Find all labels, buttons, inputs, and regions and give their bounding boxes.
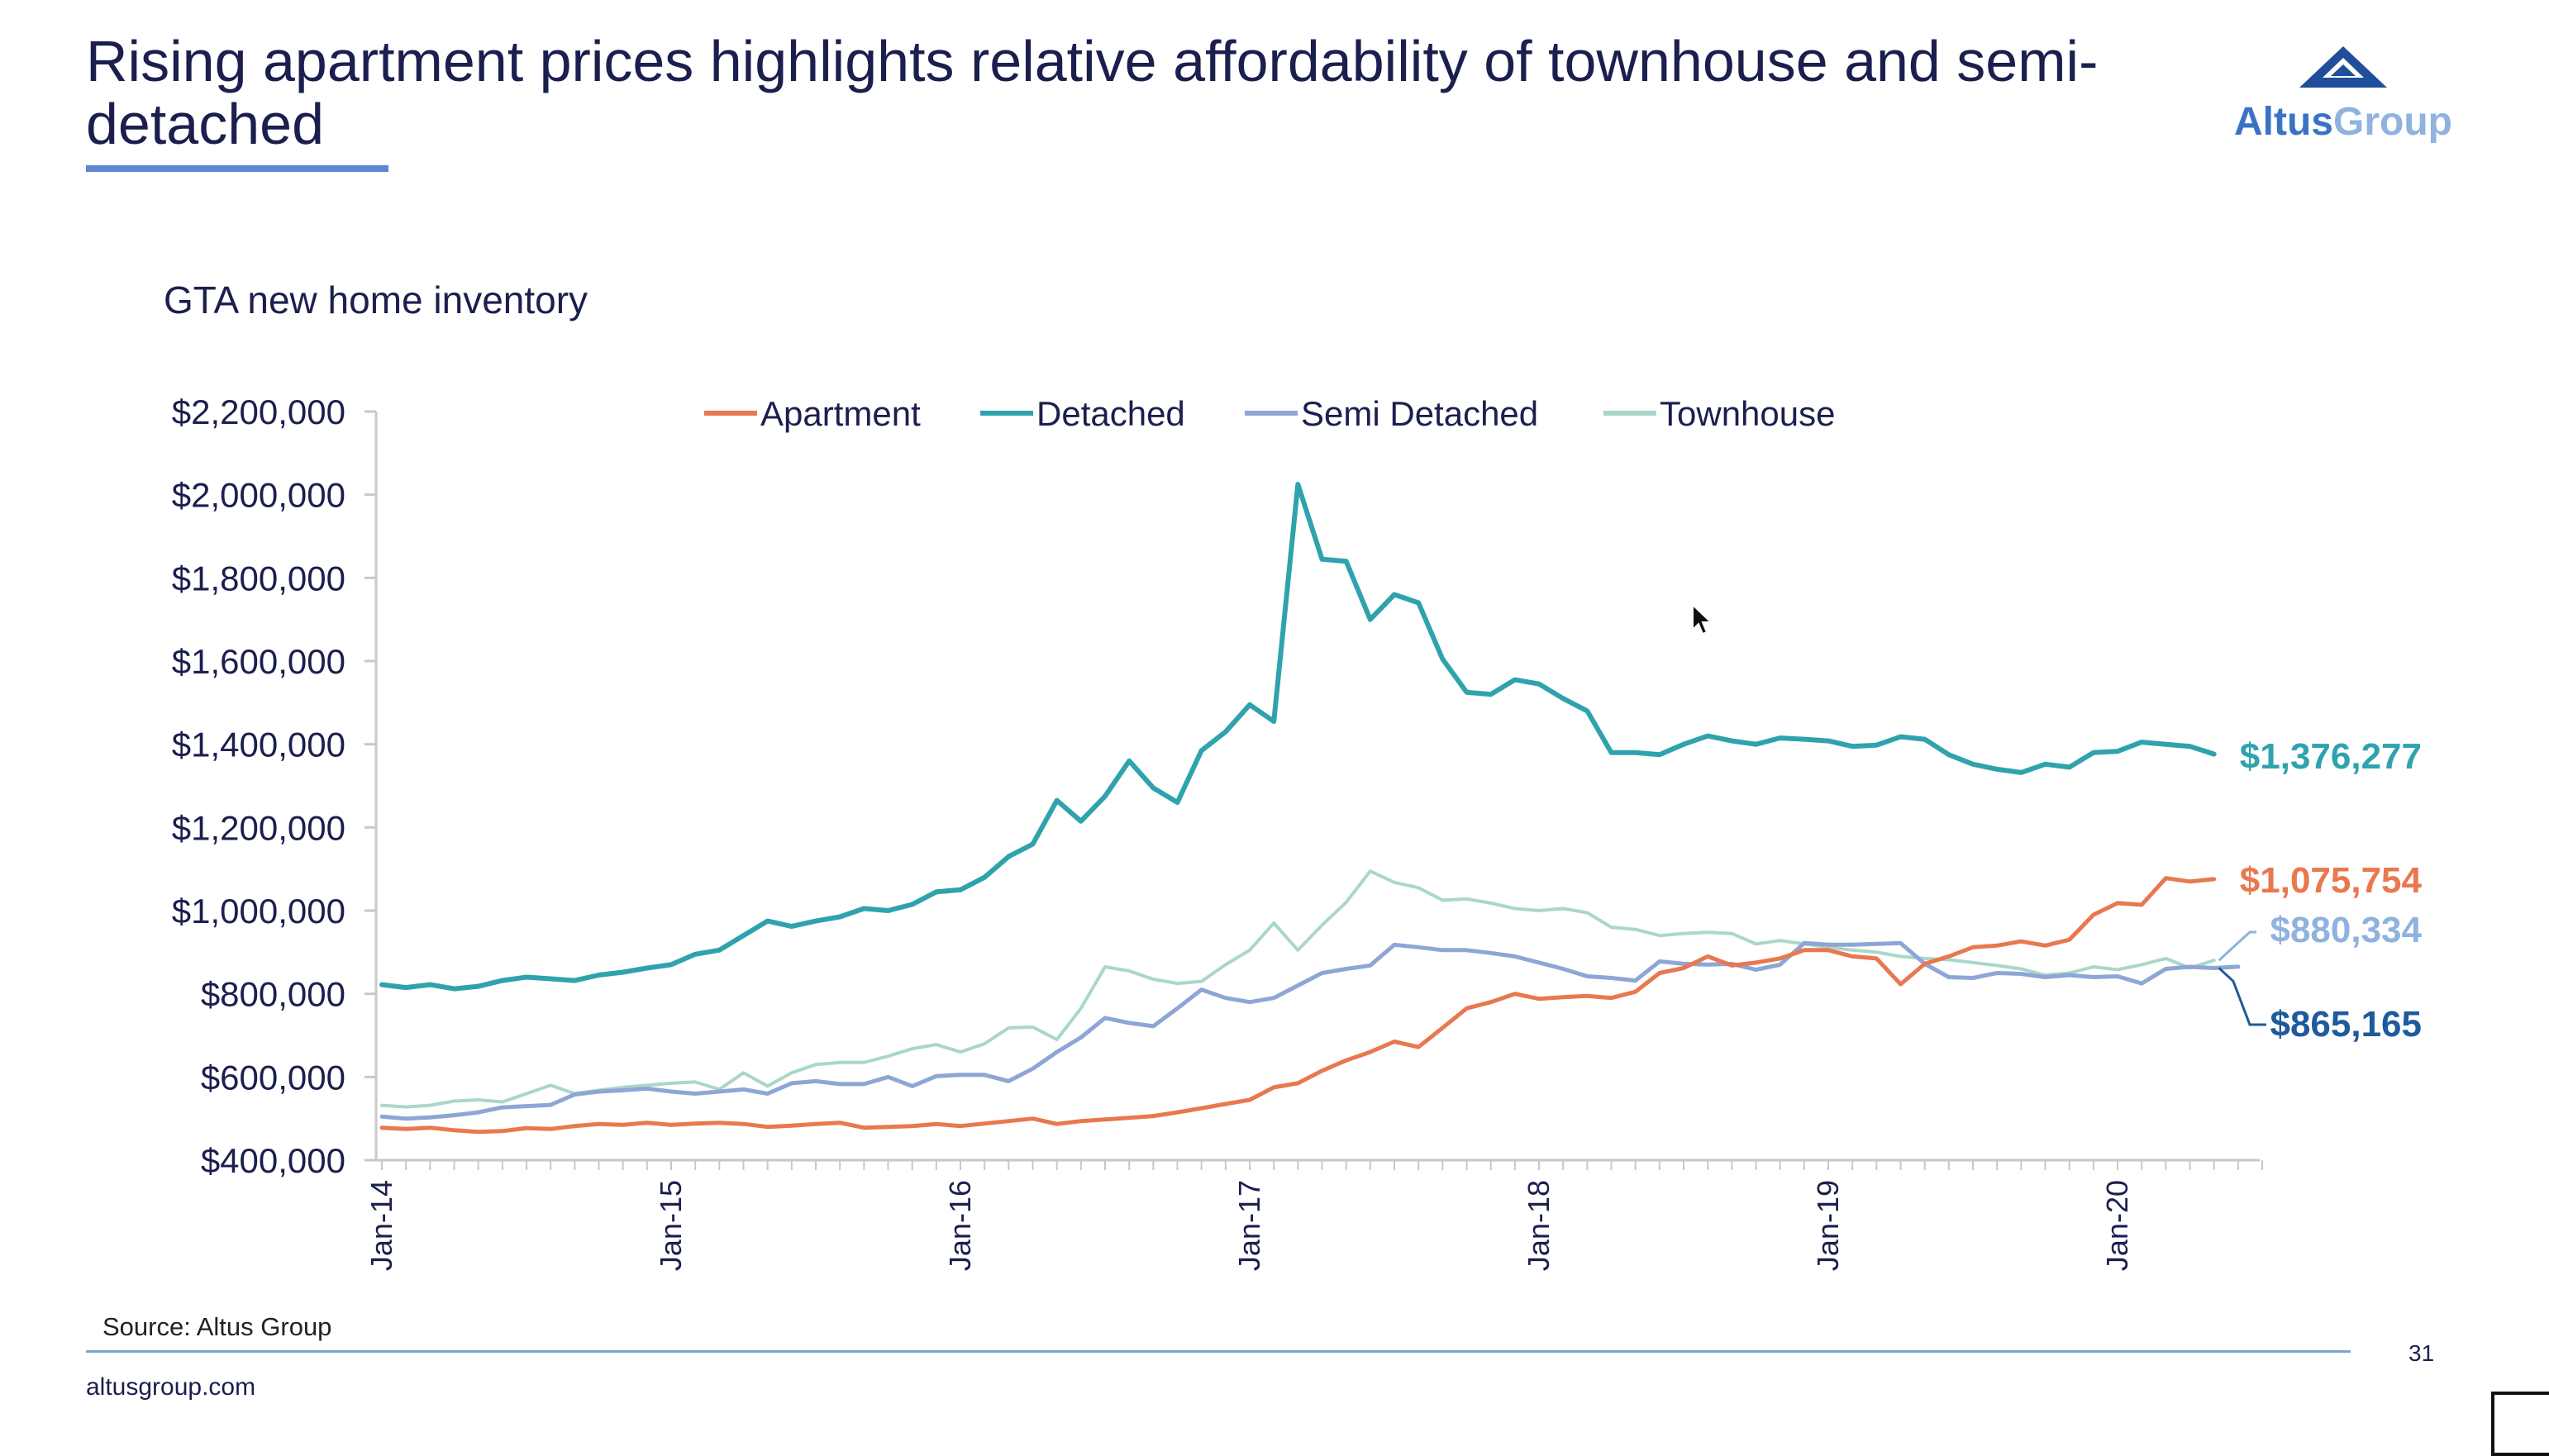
footer-divider bbox=[86, 1350, 2351, 1353]
y-tick-label: $1,000,000 bbox=[172, 892, 345, 930]
logo-word-group: Group bbox=[2333, 100, 2452, 144]
altus-triangle-logo-icon bbox=[2299, 46, 2387, 88]
source-note: Source: Altus Group bbox=[102, 1312, 332, 1341]
mouse-cursor-icon bbox=[1692, 603, 1713, 635]
altus-group-logo: AltusGroup bbox=[2223, 46, 2463, 154]
legend-label-apartment: Apartment bbox=[760, 394, 921, 433]
x-tick-label: Jan-20 bbox=[2100, 1180, 2134, 1271]
website-link[interactable]: altusgroup.com bbox=[86, 1373, 256, 1401]
y-tick-label: $800,000 bbox=[201, 975, 345, 1014]
logo-word-altus: Altus bbox=[2234, 100, 2333, 144]
x-tick-label: Jan-17 bbox=[1232, 1180, 1266, 1271]
x-tick-label: Jan-14 bbox=[364, 1180, 398, 1271]
end-label-semi-detached: $865,165 bbox=[2270, 1004, 2422, 1044]
x-tick-label: Jan-16 bbox=[943, 1180, 977, 1271]
series-line-townhouse bbox=[380, 869, 2216, 1109]
preview-thumbnail[interactable] bbox=[2491, 1392, 2549, 1456]
y-tick-label: $2,200,000 bbox=[172, 393, 345, 431]
title-underline bbox=[86, 165, 388, 172]
legend-label-semi-detached: Semi Detached bbox=[1301, 394, 1538, 433]
chart-legend: Apartment Detached Semi Detached Townhouse bbox=[704, 394, 1835, 433]
chart-title: GTA new home inventory bbox=[164, 278, 588, 321]
legend-label-detached: Detached bbox=[1036, 394, 1185, 433]
x-tick-label: Jan-19 bbox=[1811, 1180, 1845, 1271]
leader-line-townhouse bbox=[2218, 930, 2256, 962]
chart-series bbox=[379, 482, 2241, 1135]
leader-line-semi-detached bbox=[2218, 967, 2266, 1026]
legend-label-townhouse: Townhouse bbox=[1660, 394, 1835, 433]
end-label-apartment: $1,075,754 bbox=[2240, 860, 2423, 901]
y-tick-label: $1,400,000 bbox=[172, 726, 345, 764]
series-line-apartment bbox=[379, 876, 2217, 1135]
chart-end-labels: $1,376,277 $1,075,754 $880,334 $865,165 bbox=[2218, 736, 2423, 1044]
end-label-detached: $1,376,277 bbox=[2240, 736, 2422, 777]
page-number: 31 bbox=[2408, 1340, 2435, 1366]
y-tick-label: $1,200,000 bbox=[172, 808, 345, 847]
x-tick-label: Jan-18 bbox=[1522, 1180, 1556, 1271]
x-tick-label: Jan-15 bbox=[654, 1180, 688, 1271]
y-tick-label: $400,000 bbox=[201, 1141, 345, 1180]
y-tick-label: $1,600,000 bbox=[172, 642, 345, 681]
logo-wordmark: AltusGroup bbox=[2223, 99, 2463, 145]
series-line-semi-detached bbox=[379, 940, 2241, 1121]
y-tick-label: $600,000 bbox=[201, 1058, 345, 1097]
y-tick-label: $2,000,000 bbox=[172, 476, 345, 515]
chart-axes: $400,000 $600,000 $800,000 $1,000,000 $1,200… bbox=[172, 393, 2264, 1271]
series-line-detached bbox=[379, 482, 2217, 992]
y-tick-label: $1,800,000 bbox=[172, 559, 345, 597]
slide-title: Rising apartment prices highlights relat… bbox=[86, 29, 2099, 156]
end-label-townhouse: $880,334 bbox=[2270, 910, 2422, 950]
